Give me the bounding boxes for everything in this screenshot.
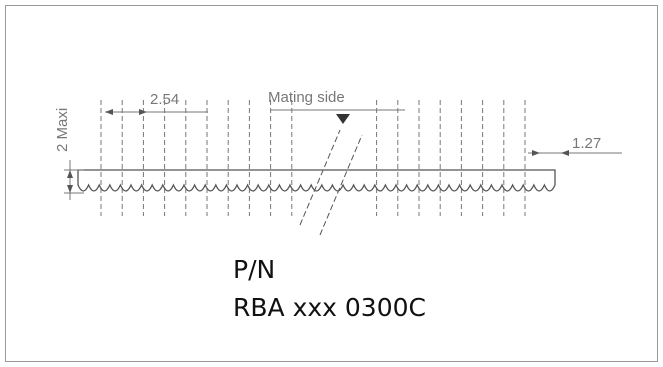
mating-label: Mating side	[268, 89, 345, 106]
mating-arrow	[336, 114, 350, 124]
height-label: 2 Maxi	[54, 108, 71, 152]
pin-lines	[100, 100, 526, 216]
break-line	[319, 134, 363, 236]
pitch-label: 2.54	[150, 91, 179, 108]
dimension-arrows	[67, 170, 73, 193]
connector-strip	[77, 169, 556, 192]
break-line	[299, 129, 341, 226]
pn-value: RBA xxx 0300C	[233, 293, 426, 322]
dimension-arrows	[532, 150, 569, 156]
pn-label: P/N	[233, 255, 275, 284]
frame	[5, 5, 658, 362]
half-pitch-label: 1.27	[572, 135, 601, 152]
